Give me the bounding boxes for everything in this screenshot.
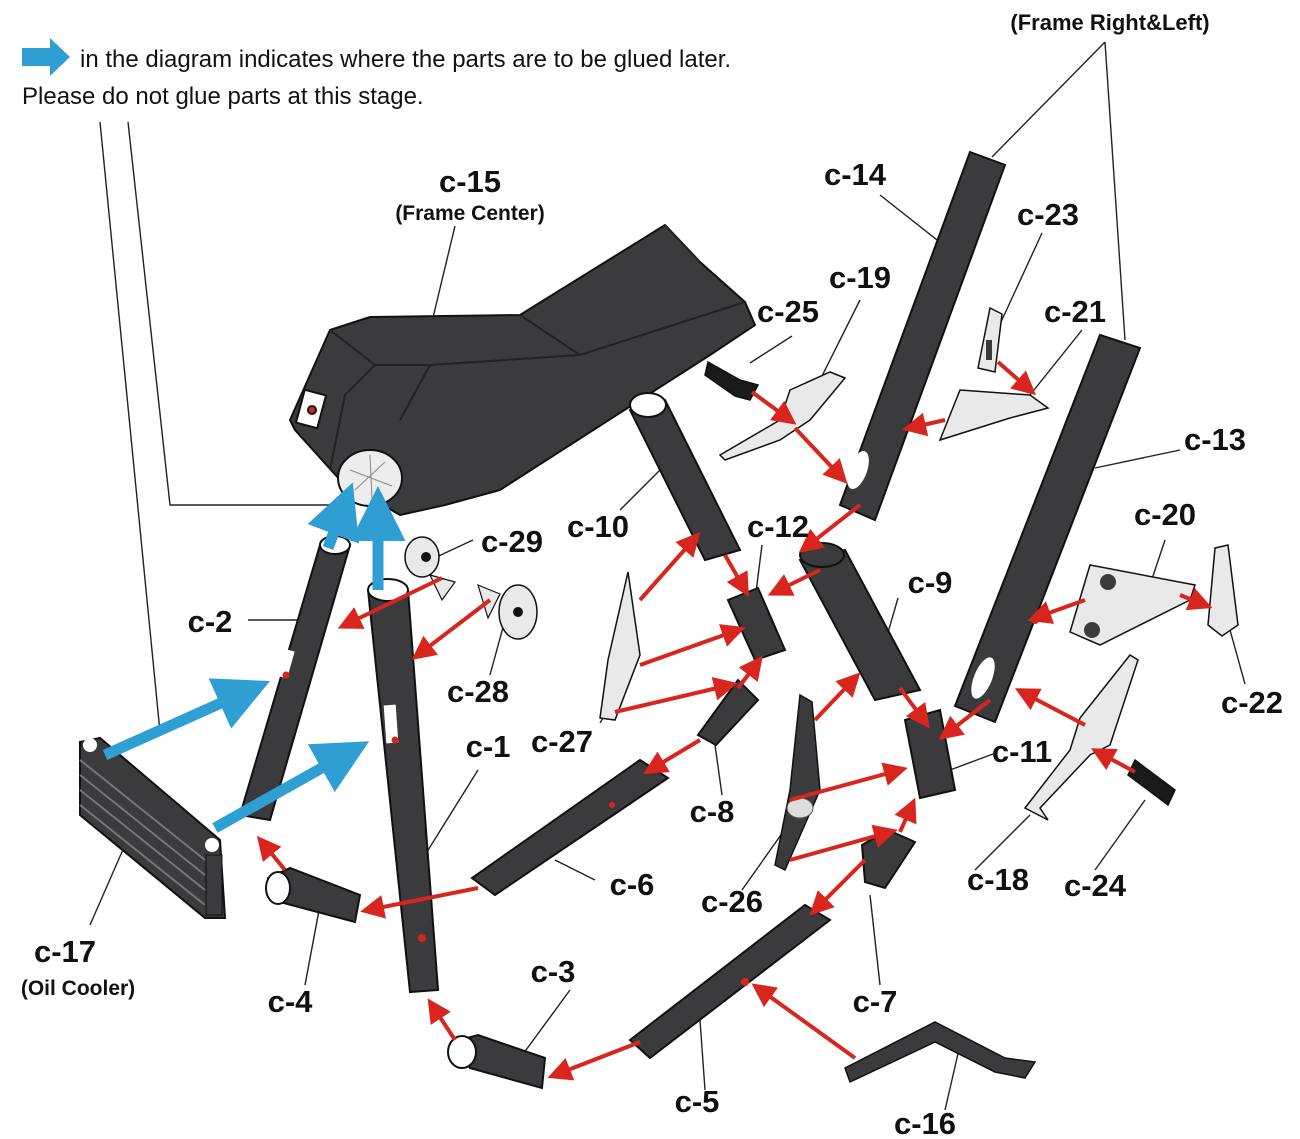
tube-c5 [628,903,832,1060]
label-c3: c-3 [531,954,576,989]
tube-c1 [366,589,440,994]
part-c29 [404,536,456,602]
label-c17: c-17 [34,934,96,969]
frame-c13 [953,333,1142,724]
label-c29: c-29 [481,524,543,559]
tubes [238,392,957,1090]
part-c28 [477,583,538,640]
instruction-line-1: in the diagram indicates where the parts… [80,46,731,73]
label-c11: c-11 [992,734,1052,769]
instruction-line-2: Please do not glue parts at this stage. [22,83,424,110]
label-c16: c-16 [894,1106,956,1139]
oil-cooler-c17 [79,736,227,919]
frame-c14 [838,150,1007,522]
lever-c18 [1023,654,1139,821]
label-c22: c-22 [1221,685,1283,720]
label-c2: c-2 [188,604,233,639]
label-c24: c-24 [1064,868,1127,903]
label-c4: c-4 [268,984,314,1019]
part-labels: (Frame Right&Left) c-15 (Frame Center) c… [21,10,1283,1139]
label-c26: c-26 [701,884,763,919]
part-c27 [599,571,641,721]
glue-later-arrow-icon [22,38,70,76]
tube-c11 [903,708,957,800]
label-c7: c-7 [853,984,898,1019]
label-c18: c-18 [967,862,1029,897]
assembly-arrows [256,360,1213,1081]
label-c5: c-5 [675,1084,720,1119]
label-c23: c-23 [1017,197,1079,232]
label-c25: c-25 [757,294,819,329]
label-c1: c-1 [466,729,511,764]
label-c21: c-21 [1044,294,1106,329]
tube-c10 [628,398,742,562]
glue-later-arrows [102,482,406,833]
label-frame-center: (Frame Center) [395,202,544,225]
label-c19: c-19 [829,260,891,295]
label-c15: c-15 [439,164,501,199]
grip-c25 [704,360,760,401]
leader-lines [89,41,1246,1111]
peg-c24 [1127,758,1176,807]
bracket-c21 [938,389,1050,442]
label-c9: c-9 [908,565,953,600]
label-c12: c-12 [747,509,809,544]
bracket-c20 [1069,564,1196,646]
label-oil-cooler: (Oil Cooler) [21,977,135,1000]
label-c20: c-20 [1134,497,1196,532]
part-c26 [774,693,821,872]
label-c8: c-8 [690,794,735,829]
label-c6: c-6 [610,867,655,902]
stand-c16 [844,1021,1037,1084]
label-c14: c-14 [824,157,887,192]
label-c10: c-10 [567,509,629,544]
label-c28: c-28 [447,674,509,709]
label-c27: c-27 [531,724,593,759]
bracket-c23 [977,306,1003,373]
label-c13: c-13 [1184,422,1246,457]
label-frame-right-left: (Frame Right&Left) [1010,10,1209,35]
legend: in the diagram indicates where the parts… [22,38,731,110]
tube-c12 [726,586,787,662]
part-c22 [1207,544,1239,637]
